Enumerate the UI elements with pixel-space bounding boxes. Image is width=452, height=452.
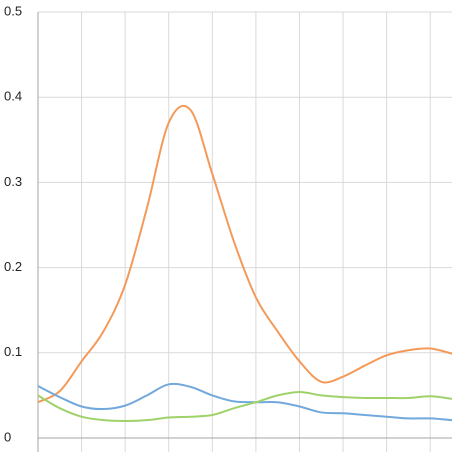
y-tick-label: 0.2: [4, 259, 22, 274]
y-tick-label: 0.1: [4, 344, 22, 359]
series-line: [37, 390, 452, 422]
y-tick-label: 0.4: [4, 89, 22, 104]
series-line: [37, 382, 452, 422]
y-tick-label: 0.3: [4, 174, 22, 189]
y-tick-label: 0: [4, 429, 11, 444]
series-line: [37, 104, 452, 404]
y-tick-label: 0.5: [4, 3, 22, 18]
